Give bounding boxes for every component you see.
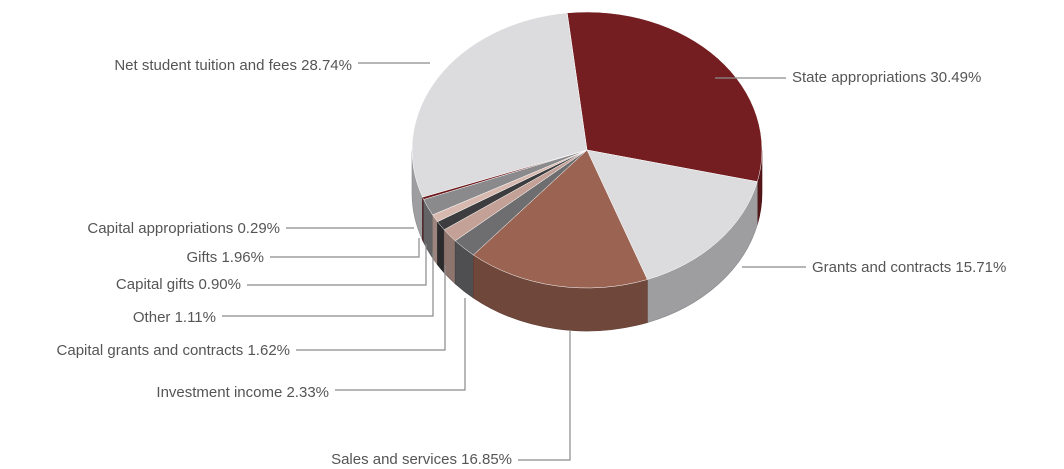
- leader-line-3: [335, 298, 466, 391]
- leader-line-7: [270, 238, 420, 258]
- slice-label-3: Investment income 2.33%: [156, 384, 329, 401]
- pie-tops: [411, 11, 763, 289]
- slice-label-8: Capital appropriations 0.29%: [87, 220, 280, 237]
- slice-labels: State appropriations 30.49% Grants and co…: [57, 57, 1007, 468]
- pie-slice-0: [566, 11, 763, 182]
- pie-slice-9: [411, 12, 588, 198]
- slice-label-0: State appropriations 30.49%: [792, 69, 981, 86]
- leader-line-6: [247, 244, 427, 286]
- leader-lines: [222, 62, 806, 461]
- leader-line-4: [296, 265, 446, 351]
- slice-label-1: Grants and contracts 15.71%: [812, 259, 1006, 276]
- slice-label-2: Sales and services 16.85%: [331, 451, 512, 468]
- slice-label-9: Net student tuition and fees 28.74%: [114, 57, 352, 74]
- slice-label-7: Gifts 1.96%: [186, 249, 264, 266]
- pie-slice-2: [472, 149, 648, 289]
- pie-slice-1: [586, 149, 758, 280]
- slice-label-4: Capital grants and contracts 1.62%: [57, 342, 290, 359]
- slice-label-6: Capital gifts 0.90%: [116, 276, 241, 293]
- leader-line-2: [518, 330, 571, 461]
- pie-side-5: [437, 220, 445, 274]
- slice-label-5: Other 1.11%: [133, 309, 216, 326]
- leader-line-5: [222, 252, 434, 317]
